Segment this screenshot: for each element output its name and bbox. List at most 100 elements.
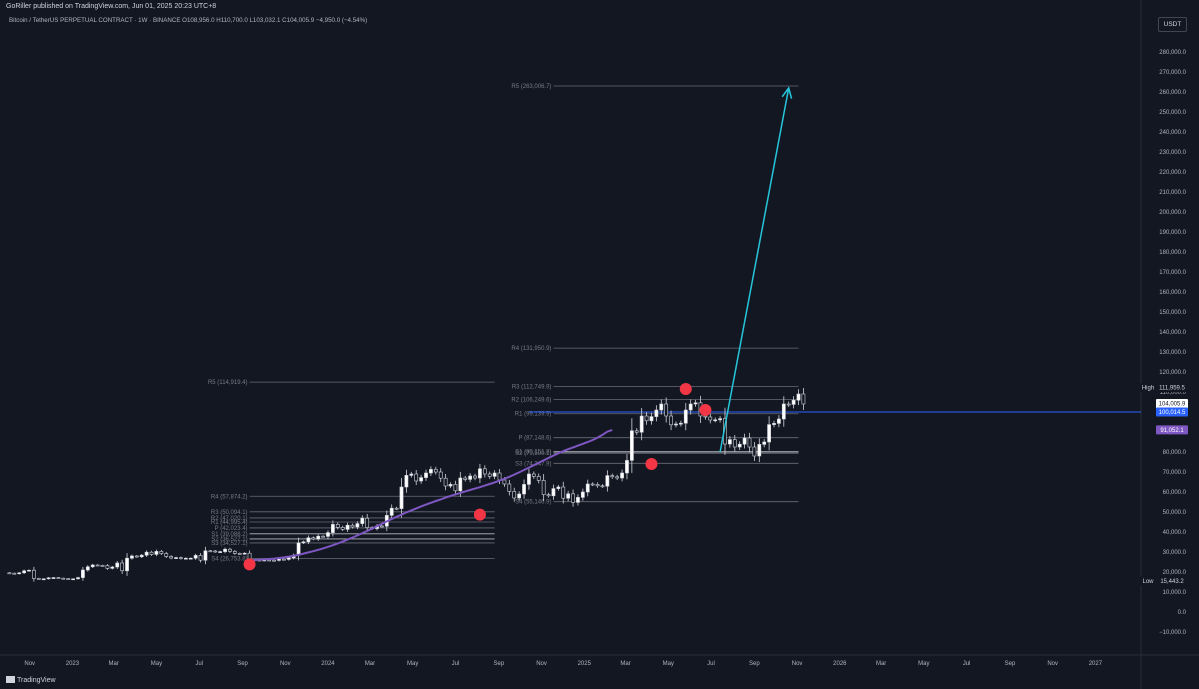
time-tick-label: May (407, 661, 418, 667)
candle-up (713, 419, 718, 422)
candle-down (228, 548, 232, 552)
candle-down (600, 485, 605, 488)
price-tick-label: 0.0 (1178, 610, 1187, 616)
candle-down (36, 578, 41, 580)
candle-down (105, 565, 110, 569)
price-tick-label: 200,000.0 (1159, 210, 1186, 216)
candle-up (71, 578, 75, 581)
candle-down (282, 558, 286, 561)
candle-up (277, 558, 281, 561)
price-tick-label: 70,000.0 (1163, 470, 1187, 476)
candle-up (659, 403, 664, 411)
time-tick-label: Jul (707, 661, 715, 667)
marker-dot (243, 558, 256, 571)
candle-up (424, 472, 428, 478)
candle-down (394, 507, 399, 510)
candle-down (179, 557, 183, 559)
time-tick-label: Mar (620, 661, 630, 667)
time-tick-label: 2026 (833, 661, 847, 667)
candle-up (409, 473, 414, 476)
candle-down (507, 483, 512, 492)
time-tick-label: Sep (1005, 661, 1016, 667)
candle-down (208, 550, 213, 553)
candle-down (786, 403, 791, 406)
candle-down (169, 556, 174, 559)
projection-arrow-head[interactable] (781, 86, 793, 99)
candle-up (492, 472, 497, 477)
price-tick-label: 40,000.0 (1163, 530, 1187, 536)
candle-up (139, 554, 144, 558)
symbol-ohlc-legend: Bitcoin / TetherUS PERPETUAL CONTRACT · … (9, 17, 368, 24)
price-badge-title-bg (1140, 576, 1156, 586)
candle-up (522, 484, 526, 495)
price-badge (1156, 576, 1188, 586)
pivot-level-label: R2 (106,249.6) (511, 398, 551, 404)
pivot-level-label: R4 (131,950.9) (511, 346, 551, 352)
price-badges: 111,959.5High104,005.911:36:23100,014.59… (1140, 383, 1188, 586)
candle-down (747, 437, 752, 448)
candle-down (120, 562, 124, 572)
candle-up (576, 497, 580, 503)
pivot-level-label: R5 (263,006.7) (511, 84, 551, 90)
candle-down (198, 555, 203, 561)
time-tick-label: 2027 (1089, 661, 1103, 667)
candle-up (404, 475, 409, 488)
tradingview-logo[interactable]: TradingView (6, 676, 56, 684)
candle-down (634, 430, 639, 433)
candle-down (159, 551, 164, 554)
candle-up (203, 550, 208, 561)
candle-up (728, 439, 732, 445)
price-tick-label: 160,000.0 (1159, 290, 1186, 296)
markers (243, 383, 712, 571)
projection-arrow[interactable] (719, 86, 793, 453)
time-tick-label: Nov (24, 661, 35, 667)
candle-up (777, 418, 781, 424)
candle-up (693, 402, 698, 405)
candle-down (497, 472, 502, 481)
candle-up (286, 557, 291, 560)
time-tick-label: May (918, 661, 929, 667)
candle-down (61, 577, 66, 580)
candle-down (502, 479, 507, 485)
candle-up (625, 460, 629, 474)
candle-down (438, 471, 443, 479)
price-badge-title: Low (1142, 579, 1154, 585)
candle-up (791, 399, 796, 405)
candle-down (541, 480, 546, 495)
projection-arrow-shaft[interactable] (719, 87, 790, 453)
candle-up (718, 418, 722, 421)
pivot-level-label: R4 (57,874.2) (211, 494, 248, 500)
candle-down (669, 415, 673, 426)
moving-average-line (249, 428, 613, 562)
pivot-level-label: S4 (26,753.8) (211, 556, 247, 562)
candle-down (531, 473, 536, 477)
candle-down (512, 491, 517, 499)
candle-up (688, 403, 693, 411)
time-axis[interactable]: Nov 2023 Mar May Jul Sep Nov 2024 Mar May Jul Sep No… (0, 654, 1199, 667)
pivot-level-label: P (42,023.4) (215, 526, 248, 532)
candle-down (335, 524, 340, 528)
price-tick-label: 80,000.0 (1163, 450, 1187, 456)
pivot-level-label: S1 (80,151.8) (515, 450, 551, 456)
candle-down (732, 439, 737, 448)
price-tick-label: 210,000.0 (1159, 190, 1186, 196)
candle-down (536, 476, 541, 481)
candle-up (742, 437, 747, 445)
candle-up (551, 488, 556, 497)
candle-up (796, 393, 801, 401)
price-axis[interactable]: 280,000.0 270,000.0 260,000.0 250,000.0 240,… (1140, 0, 1187, 689)
time-tick-label: May (151, 661, 162, 667)
currency-button[interactable]: USDT (1158, 17, 1187, 32)
pivot-level-label: R1 (44,995.4) (211, 520, 248, 526)
candle-up (331, 524, 335, 533)
candle-up (17, 572, 22, 575)
marker-dot (645, 458, 658, 470)
price-tick-label: 280,000.0 (1159, 50, 1186, 56)
candle-up (620, 472, 624, 479)
candle-down (134, 555, 139, 558)
time-tick-label: Mar (109, 661, 119, 667)
candle-up (566, 493, 571, 499)
candle-up (605, 475, 610, 487)
